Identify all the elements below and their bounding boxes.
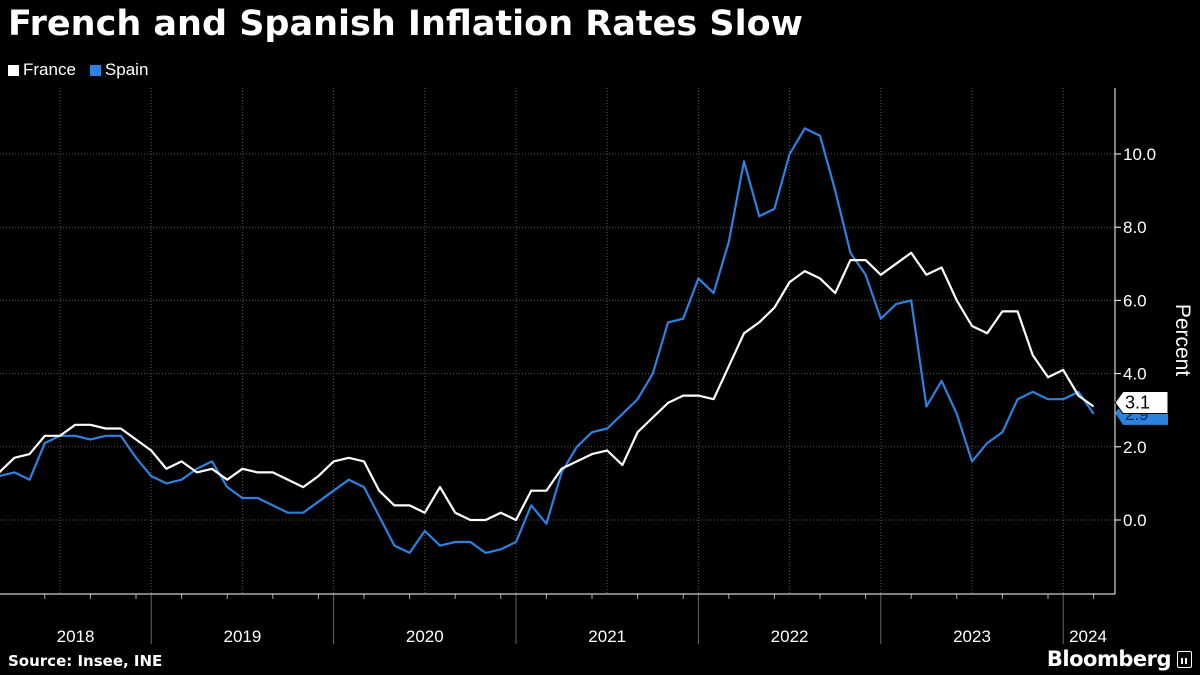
last-value-tag-france — [1114, 391, 1169, 415]
x-tick-label: 2022 — [771, 627, 809, 646]
chart-title: French and Spanish Inflation Rates Slow — [8, 4, 803, 44]
y-axis-title: Percent — [1171, 304, 1194, 377]
y-tick-label: 8.0 — [1123, 218, 1147, 237]
y-tick-label: 6.0 — [1123, 291, 1147, 310]
legend-item-spain: Spain — [89, 60, 149, 80]
x-tick-label: 2024 — [1069, 627, 1107, 646]
x-tick-label: 2023 — [953, 627, 991, 646]
y-tick-label: 0.0 — [1123, 511, 1147, 530]
series-line-spain — [0, 127, 1095, 555]
x-tick-label: 2021 — [588, 627, 626, 646]
terminal-icon — [1177, 650, 1192, 668]
legend-label-france: France — [23, 60, 76, 79]
x-tick-label: 2020 — [406, 627, 444, 646]
series-line-france — [0, 251, 1095, 522]
legend: France Spain — [8, 60, 148, 80]
legend-swatch-spain — [89, 64, 101, 76]
source-note: Source: Insee, INE — [8, 652, 163, 670]
y-tick-label: 10.0 — [1123, 145, 1156, 164]
y-tick-label: 4.0 — [1123, 365, 1147, 384]
y-tick-label: 2.0 — [1123, 438, 1147, 457]
legend-label-spain: Spain — [104, 60, 149, 79]
last-value-label-france: 3.1 — [1125, 393, 1150, 413]
brand-name: Bloomberg — [1046, 647, 1172, 671]
bloomberg-logo: Bloomberg — [1047, 647, 1192, 671]
legend-item-france: France — [8, 60, 76, 80]
x-tick-label: 2018 — [57, 627, 95, 646]
x-tick-label: 2019 — [223, 627, 261, 646]
legend-swatch-france — [8, 64, 19, 76]
